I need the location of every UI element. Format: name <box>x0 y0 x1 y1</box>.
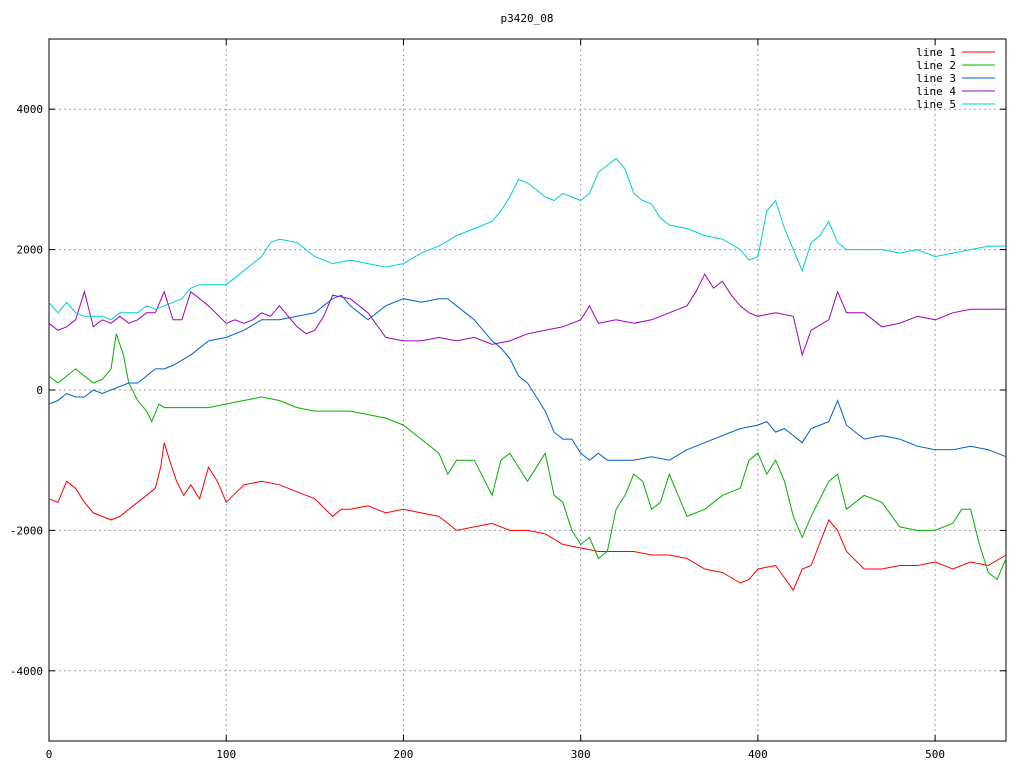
axes: 0 100 200 300 400 500 -4000 -2000 0 2000 4000 <box>10 39 1006 761</box>
series-line-2 <box>48 333 1007 581</box>
y-tick-label: 4000 <box>17 103 44 116</box>
series-line-1 <box>48 442 1007 592</box>
y-tick-label: -2000 <box>10 524 43 537</box>
legend-label: line 3 <box>916 72 956 85</box>
legend-label: line 4 <box>916 85 956 98</box>
series-line-4 <box>48 273 1006 357</box>
y-tick-label: 2000 <box>17 244 44 257</box>
x-tick-label: 0 <box>46 748 53 761</box>
legend-label: line 1 <box>916 46 956 59</box>
y-tick-label: -4000 <box>10 665 43 678</box>
grid <box>48 39 1006 741</box>
x-tick-label: 200 <box>394 748 414 761</box>
x-tick-label: 100 <box>216 748 236 761</box>
chart-title: p3420_08 <box>501 12 554 25</box>
legend-label: line 5 <box>916 98 956 111</box>
x-tick-label: 300 <box>571 748 591 761</box>
series-line-5 <box>48 157 1006 321</box>
x-tick-label: 400 <box>748 748 768 761</box>
series-group <box>48 157 1007 592</box>
plot-frame <box>48 38 1007 742</box>
y-tick-label: 0 <box>36 384 43 397</box>
x-tick-label: 500 <box>925 748 945 761</box>
legend-label: line 2 <box>916 59 956 72</box>
series-line-3 <box>48 294 1007 461</box>
